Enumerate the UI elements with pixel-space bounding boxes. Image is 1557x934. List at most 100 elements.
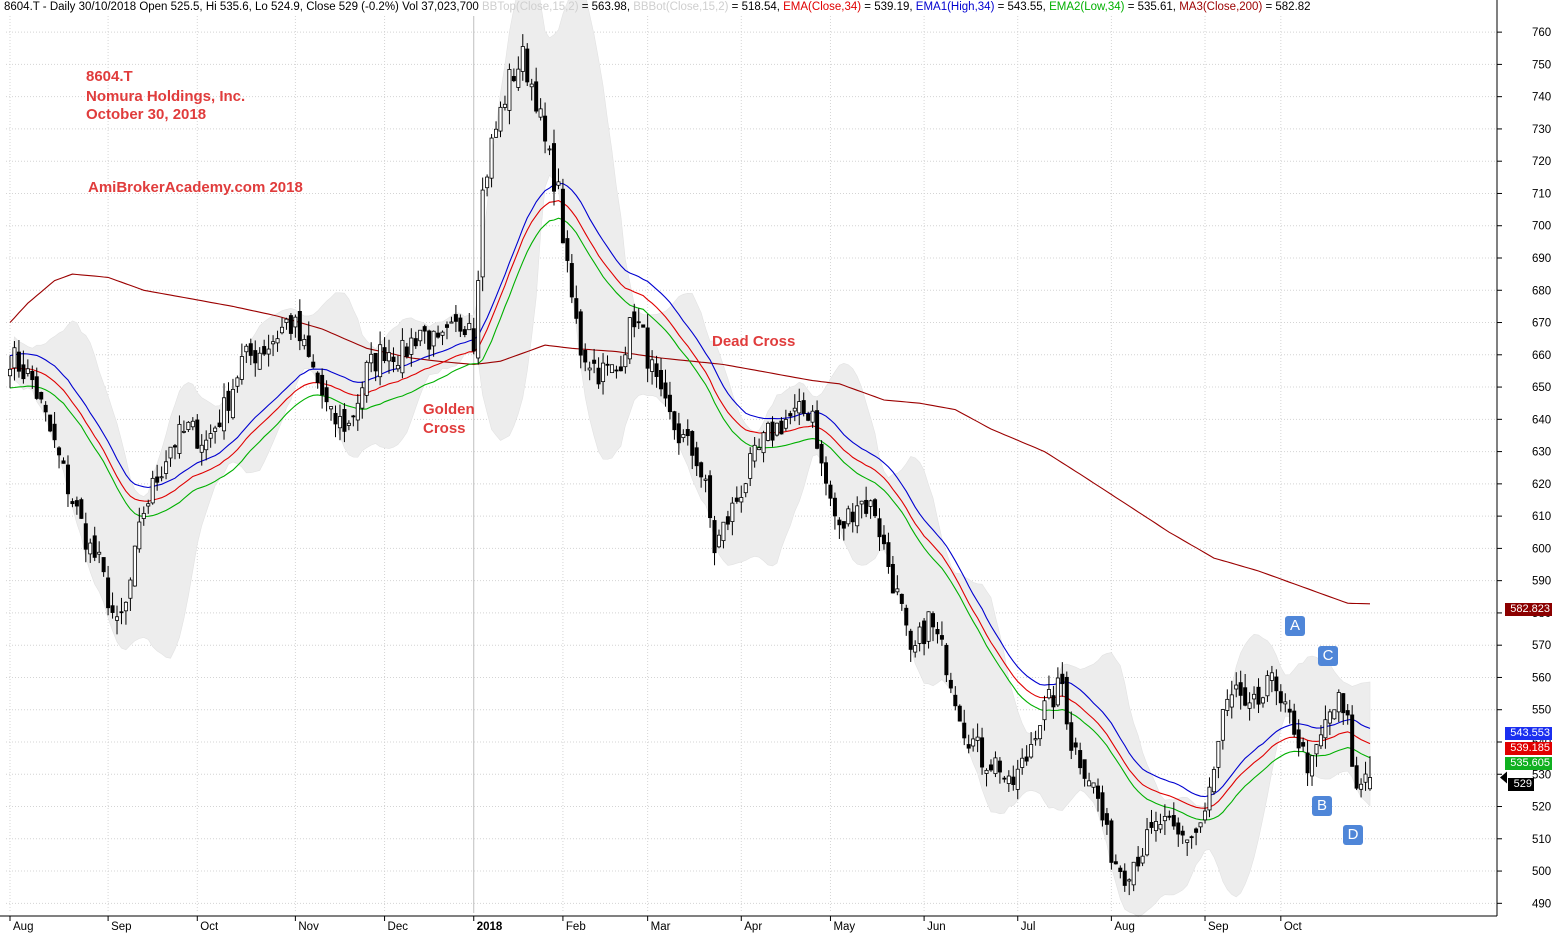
candle-down: [1180, 830, 1185, 836]
candle-down: [288, 315, 293, 334]
x-tick-label: Sep: [111, 921, 131, 933]
candle-down: [172, 445, 177, 448]
y-tick-label: 660: [1532, 350, 1551, 362]
candle-down: [525, 48, 530, 83]
y-tick-label: 670: [1532, 318, 1551, 330]
candle-down: [382, 347, 387, 362]
candle-down: [828, 484, 833, 499]
candle-down: [596, 367, 601, 385]
candle-up: [7, 368, 12, 377]
y-tick-label: 600: [1532, 543, 1551, 555]
ema1-value: = 543.55,: [994, 1, 1050, 13]
candle-down: [1011, 776, 1016, 785]
candle-up: [681, 434, 686, 439]
candle-up: [547, 148, 552, 151]
candle-up: [1368, 777, 1373, 790]
marker-a: A: [1285, 616, 1305, 636]
candle-down: [1243, 687, 1248, 706]
candle-down: [1287, 708, 1292, 713]
candle-down: [48, 414, 53, 432]
candle-down: [636, 321, 641, 324]
candle-up: [146, 503, 151, 507]
bbtop-value: = 563.98,: [578, 1, 634, 13]
candle-down: [779, 420, 784, 435]
y-tick-label: 520: [1532, 802, 1551, 814]
candle-down: [57, 447, 62, 456]
candle-down: [1296, 729, 1301, 749]
candle-down: [904, 607, 909, 626]
candle-down: [632, 311, 637, 328]
candle-up: [1332, 709, 1337, 720]
candle-down: [899, 593, 904, 604]
candle-up: [230, 388, 235, 419]
candle-down: [890, 563, 895, 594]
y-tick-label: 630: [1532, 447, 1551, 459]
candle-up: [556, 181, 561, 186]
candle-down: [1024, 756, 1029, 762]
candle-up: [783, 419, 788, 429]
candle-down: [569, 263, 574, 298]
candle-up: [378, 344, 383, 378]
candle-up: [730, 502, 735, 522]
close-price-tag: 529: [1508, 778, 1534, 791]
candle-up: [516, 68, 521, 88]
candle-up: [748, 453, 753, 479]
candle-up: [846, 508, 851, 525]
ema-high-price-tag: 543.553: [1505, 727, 1552, 740]
candle-up: [302, 339, 307, 347]
candle-up: [739, 497, 744, 503]
candle-up: [792, 407, 797, 412]
ema-low-price-tag: 535.605: [1505, 757, 1552, 770]
candle-down: [1136, 856, 1141, 867]
candle-up: [25, 368, 30, 374]
candle-down: [690, 431, 695, 456]
chart-header: 8604.T - Daily 30/10/2018 Open 525.5, Hi…: [4, 1, 1311, 13]
candle-down: [708, 475, 713, 519]
candle-up: [975, 736, 980, 741]
candle-down: [217, 422, 222, 428]
candle-down: [712, 520, 717, 554]
candle-up: [926, 611, 931, 642]
candle-up: [650, 359, 655, 372]
candle-up: [431, 330, 436, 347]
candle-up: [1310, 755, 1315, 777]
candle-down: [552, 143, 557, 192]
bollinger-bands: [9, 0, 1371, 918]
ema-low-path: [9, 217, 1371, 821]
candle-down: [614, 369, 619, 372]
candle-up: [293, 316, 298, 328]
candle-up: [1158, 824, 1163, 830]
candle-up: [797, 401, 802, 414]
candle-down: [881, 534, 886, 545]
candle-up: [244, 345, 249, 353]
candle-up: [257, 352, 262, 370]
candle-up: [766, 422, 771, 441]
candle-down: [1113, 861, 1118, 865]
candle-up: [774, 422, 779, 436]
candle-up: [123, 601, 128, 612]
candle-down: [315, 372, 320, 383]
ema-value: = 539.19,: [861, 1, 916, 13]
header-prefix: 8604.T - Daily 30/10/2018 Open 525.5, Hi…: [4, 1, 479, 13]
candle-up: [1327, 711, 1332, 724]
x-tick-label: Apr: [744, 921, 762, 933]
candle-down: [953, 694, 958, 707]
candle-down: [788, 413, 793, 417]
candle-down: [922, 620, 927, 645]
candle-down: [1118, 867, 1123, 873]
candle-down: [980, 737, 985, 768]
candle-up: [1046, 689, 1051, 699]
x-tick-label: May: [833, 921, 855, 933]
bbtop-label: BBTop(Close,15,2): [482, 1, 579, 13]
candle-down: [1073, 742, 1078, 748]
candle-up: [476, 280, 481, 359]
ema2-label: EMA2(Low,34): [1049, 1, 1125, 13]
ema-lines: [9, 182, 1371, 821]
candle-up: [1162, 815, 1167, 822]
candle-down: [574, 298, 579, 319]
candle-up: [868, 500, 873, 507]
x-tick-label: 2018: [477, 921, 503, 933]
candle-down: [988, 764, 993, 771]
candle-down: [560, 188, 565, 244]
candle-down: [1149, 822, 1154, 828]
